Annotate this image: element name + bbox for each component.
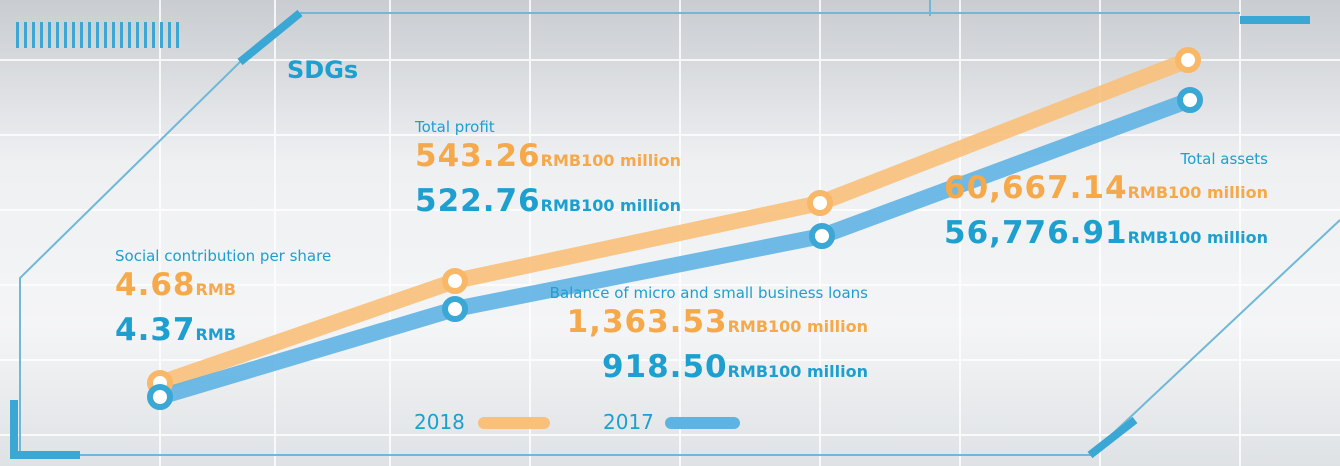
frame-accents (10, 9, 1310, 459)
metric: Total profit 543.26RMB100 million 522.76… (415, 118, 681, 226)
metric: Social contribution per share 4.68RMB 4.… (115, 247, 331, 355)
value-2018: 60,667.14RMB100 million (944, 168, 1268, 213)
metric: Balance of micro and small business loan… (550, 284, 868, 392)
unit: RMB100 million (1127, 183, 1268, 202)
metric-label: Balance of micro and small business loan… (549, 284, 868, 302)
title: SDGs (287, 56, 359, 84)
value: 4.37 (115, 312, 196, 348)
legend-label: 2018 (414, 410, 465, 434)
legend-label: 2017 (603, 410, 654, 434)
unit: RMB100 million (727, 317, 868, 336)
legend-swatch-2018 (478, 417, 550, 429)
metric: Total assets 60,667.14RMB100 million 56,… (944, 150, 1268, 258)
value-2017: 522.76RMB100 million (415, 181, 681, 226)
unit: RMB100 million (727, 362, 868, 381)
value-2018: 543.26RMB100 million (415, 136, 681, 181)
value-2017: 56,776.91RMB100 million (944, 213, 1268, 258)
legend-swatch-2017 (665, 417, 740, 429)
unit: RMB100 million (1127, 228, 1268, 247)
value-2017: 918.50RMB100 million (550, 347, 868, 392)
value: 543.26 (415, 138, 541, 174)
value: 918.50 (601, 349, 728, 385)
value: 60,667.14 (944, 170, 1128, 206)
value: 1,363.53 (566, 304, 728, 340)
value-2018: 4.68RMB (115, 265, 331, 310)
value: 56,776.91 (944, 215, 1128, 251)
metric-label: Total profit (415, 118, 495, 136)
stripes (16, 22, 179, 48)
value: 522.76 (415, 183, 541, 219)
unit: RMB100 million (540, 196, 682, 215)
unit: RMB (195, 280, 236, 299)
line-2018 (152, 52, 1196, 391)
unit: RMB100 million (540, 151, 682, 170)
metric-label: Social contribution per share (115, 247, 332, 265)
line-2017 (152, 92, 1198, 405)
metric-label: Total assets (1180, 150, 1268, 168)
value-2018: 1,363.53RMB100 million (550, 302, 868, 347)
value-2017: 4.37RMB (115, 310, 331, 355)
value: 4.68 (115, 267, 196, 303)
unit: RMB (195, 325, 236, 344)
points (147, 47, 1203, 410)
